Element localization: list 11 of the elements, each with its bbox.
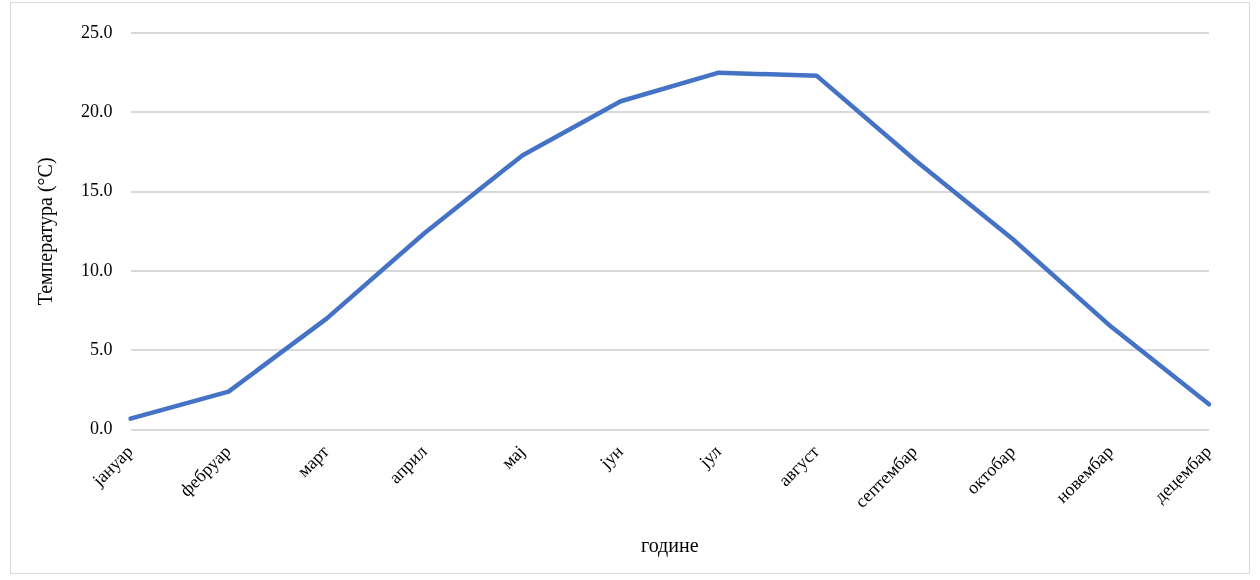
y-axis-title: Температура (°C) xyxy=(34,157,58,306)
y-tick-label: 15.0 xyxy=(81,180,113,201)
x-tick-label: јун xyxy=(595,441,628,473)
y-tick-label: 25.0 xyxy=(81,21,113,42)
y-tick-label: 10.0 xyxy=(81,259,113,280)
y-tick-label: 20.0 xyxy=(81,101,113,122)
x-tick-label: јул xyxy=(694,441,725,472)
y-tick-label: 5.0 xyxy=(90,339,113,360)
x-axis-title: године xyxy=(640,534,699,558)
x-tick-label: мај xyxy=(497,441,529,473)
y-tick-label: 0.0 xyxy=(90,418,113,439)
